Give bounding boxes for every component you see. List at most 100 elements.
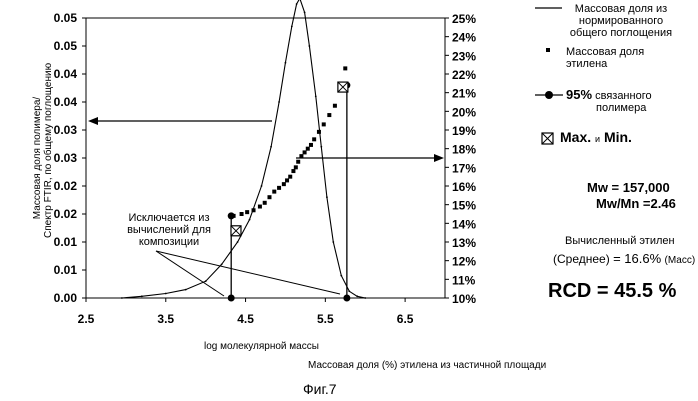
series-line-point [296, 3, 298, 5]
series-line-point [308, 45, 310, 47]
y2-tick-label: 19% [452, 124, 476, 138]
y-tick-label: 0.02 [54, 179, 78, 193]
series-line-point [285, 62, 287, 64]
series-line-point [270, 146, 272, 148]
excluded-annotation: Исключается из вычислений для композиции [114, 212, 224, 248]
y-tick-label: 0.02 [54, 207, 78, 221]
ethylene-point [322, 122, 326, 126]
series-95pct-markers [228, 82, 351, 302]
series-mass-fraction-line [121, 0, 366, 299]
legend-max-label: Max. [560, 129, 591, 145]
legend-series-3-line2: полимера [566, 102, 652, 114]
ethylene-point [312, 137, 316, 141]
ethylene-point [306, 147, 310, 151]
ethylene-point [296, 160, 300, 164]
y2-tick-label: 12% [452, 255, 476, 269]
ethylene-point [240, 212, 244, 216]
y-tick-label: 0.03 [54, 151, 78, 165]
y2-tick-label: 20% [452, 105, 476, 119]
x-tick-label: 6.5 [397, 312, 414, 326]
excluded-line3: композиции [114, 236, 224, 248]
y2-tick-label: 22% [452, 68, 476, 82]
y-tick-label: 0.05 [54, 11, 78, 25]
ethylene-point [333, 104, 337, 108]
ethylene-point [277, 186, 281, 190]
y-tick-label: 0.03 [54, 123, 78, 137]
figure-label: Фиг.7 [303, 381, 337, 397]
ethylene-point [285, 178, 289, 182]
series-line-point [320, 146, 322, 148]
ethylene-point [317, 130, 321, 134]
ethylene-point [299, 154, 303, 158]
y2-tick-label: 11% [452, 273, 476, 287]
series-line-point [332, 241, 334, 243]
series-line-point [141, 295, 143, 297]
legend-series-3-line1: связанного [595, 90, 652, 102]
legend-series-1-line3: общего поглощения [566, 27, 676, 39]
series-line-point [237, 241, 239, 243]
left-axis-arrowhead [88, 117, 98, 125]
legend-series-1-line1: Массовая доля из [566, 3, 676, 15]
series-line-point [315, 96, 317, 98]
y2-tick-label: 24% [452, 31, 476, 45]
series-line-point [185, 289, 187, 291]
ethylene-point [288, 175, 292, 179]
stat-calc-line1: Вычисленный этилен [565, 235, 675, 247]
y2-tick-label: 17% [452, 161, 476, 175]
y-axis-label-line2: Спектр FTIR, по общему поглощению [43, 78, 54, 238]
legend-glyphs [535, 8, 563, 144]
series-line-point [205, 280, 207, 282]
y2-tick-label: 18% [452, 143, 476, 157]
series-ethylene-points [232, 66, 348, 217]
series-line-point [261, 185, 263, 187]
stat-calc-avg: (Среднее) [553, 252, 610, 266]
marker-95pct [343, 295, 350, 302]
excluded-line1: Исключается из [114, 212, 224, 224]
x-tick-labels: 2.53.54.55.56.5 [78, 312, 414, 326]
ethylene-point [303, 150, 307, 154]
y-tick-label: 0.01 [54, 263, 78, 277]
series-line-point [121, 297, 123, 299]
y-axis-label-line1: Массовая доля полимера/ [32, 78, 43, 238]
ethylene-point [282, 182, 286, 186]
x-tick-label: 4.5 [237, 312, 254, 326]
y-tick-label: 0.05 [54, 39, 78, 53]
series-line-point [348, 290, 350, 292]
ethylene-point [291, 169, 295, 173]
legend-min-label: Min. [604, 129, 632, 145]
series-line-point [221, 264, 223, 266]
ethylene-point [309, 143, 313, 147]
marker-95pct [228, 212, 235, 219]
x-tick-label: 5.5 [317, 312, 334, 326]
series-line-point [304, 12, 306, 14]
stat-calc-unit: (Масс) [664, 255, 695, 266]
ethylene-point [294, 165, 298, 169]
series-line-point [364, 297, 366, 299]
y-tick-label: 0.01 [54, 235, 78, 249]
y-tick-label: 0.00 [54, 291, 78, 305]
ethylene-point [245, 210, 249, 214]
y-axis-label: Массовая доля полимера/ Спектр FTIR, по … [32, 78, 54, 238]
y2-tick-label: 21% [452, 87, 476, 101]
series-line-point [249, 219, 251, 221]
ethylene-point [343, 66, 347, 70]
marker-95pct [228, 295, 235, 302]
legend-series-1-line2: нормированного [566, 15, 676, 27]
series-line-point [326, 196, 328, 198]
y-tick-label: 0.04 [54, 95, 78, 109]
legend-series-3: 95% связанного полимера [566, 89, 652, 114]
y2-tick-label: 10% [452, 292, 476, 306]
ethylene-point [272, 190, 276, 194]
ethylene-point [267, 195, 271, 199]
y-tick-label: 0.04 [54, 67, 78, 81]
series-line-point [340, 275, 342, 277]
stat-calc-line2: (Среднее) = 16.6% (Масс) [553, 251, 695, 266]
bottom-caption: Массовая доля (%) этилена из частичной п… [308, 360, 546, 371]
y2-tick-label: 13% [452, 236, 476, 250]
legend-series-2: Массовая доля этилена [566, 46, 644, 70]
x-tick-label: 3.5 [157, 312, 174, 326]
ethylene-point [263, 201, 267, 205]
excluded-pointer-right [156, 251, 340, 294]
legend-series-2-line2: этилена [566, 58, 644, 70]
legend-series-2-line1: Массовая доля [566, 46, 644, 58]
